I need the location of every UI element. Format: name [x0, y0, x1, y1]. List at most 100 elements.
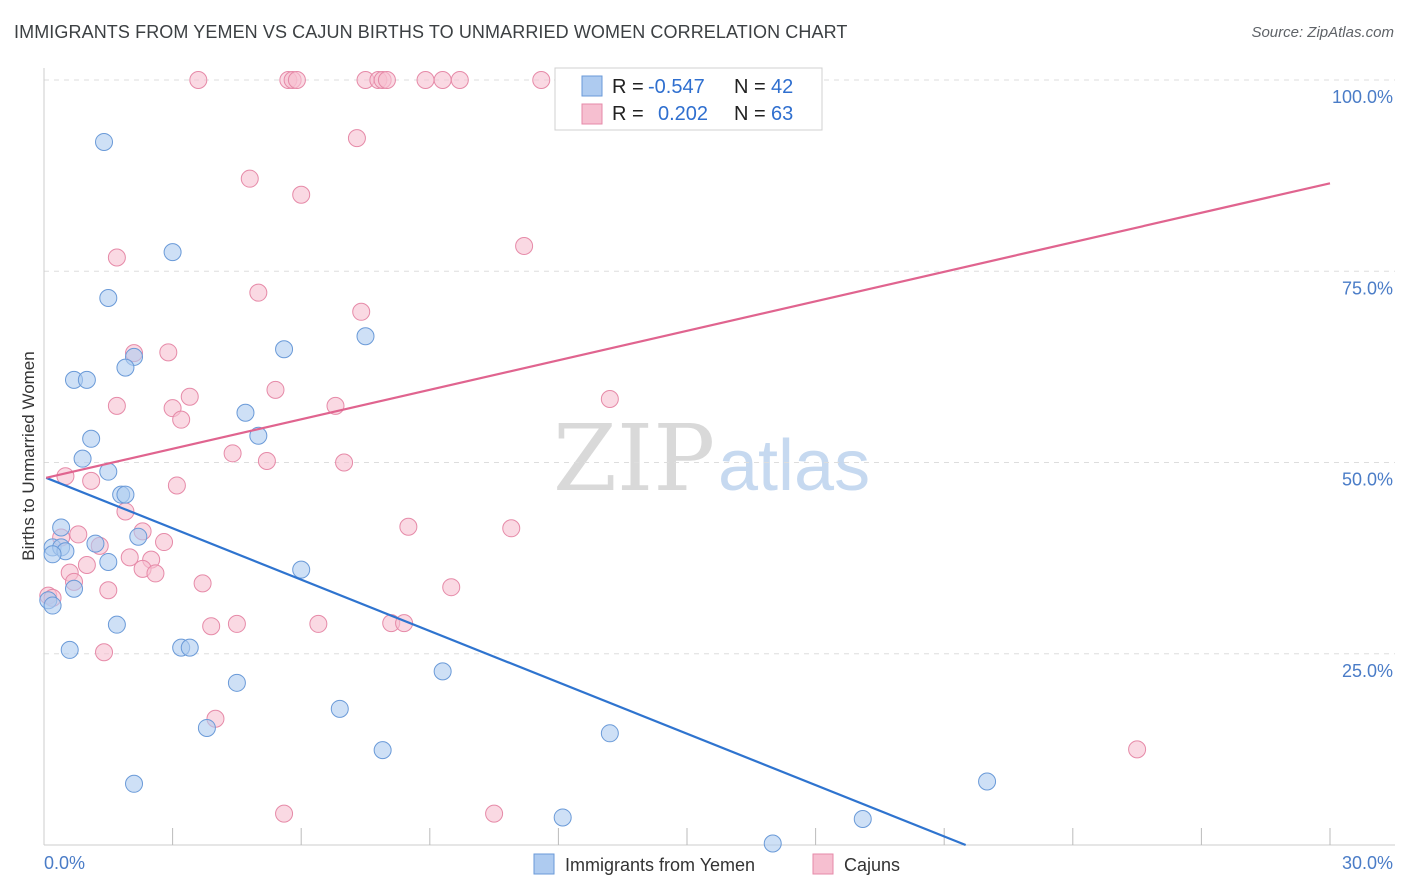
yemen-point-37 [600, 724, 619, 743]
watermark-zip: ZIP [553, 405, 715, 512]
cajuns-point-35 [399, 517, 418, 536]
y-tick-label-3: 25.0% [1342, 661, 1393, 681]
cajuns-point-18 [352, 302, 371, 321]
yemen-point-11 [82, 429, 101, 448]
cajuns-point-49 [193, 574, 212, 593]
cajuns-point-38 [69, 525, 88, 544]
yemen-point-12 [73, 449, 92, 468]
stats-n-label-yemen: N = [734, 76, 766, 98]
yemen-point-25 [65, 579, 84, 598]
cajuns-point-44 [77, 556, 96, 575]
yemen-point-16 [52, 518, 71, 537]
stats-n-value-yemen: 42 [771, 76, 793, 98]
cajuns-point-24 [107, 396, 126, 415]
yemen-point-31 [180, 638, 199, 657]
yemen-point-33 [227, 673, 246, 692]
cajuns-point-56 [309, 614, 328, 633]
cajuns-point-62 [275, 804, 294, 823]
yemen-point-1 [163, 243, 182, 262]
cajuns-point-42 [120, 548, 139, 567]
legend-label-cajuns: Cajuns [844, 855, 900, 875]
legend-swatch-yemen [533, 853, 555, 875]
yemen-point-3 [356, 327, 375, 346]
stats-swatch-cajuns [581, 103, 603, 125]
cajuns-point-29 [257, 451, 276, 470]
cajuns-point-10 [450, 71, 469, 89]
y-tick-label-2: 50.0% [1342, 470, 1393, 490]
cajuns-point-16 [107, 248, 126, 267]
yemen-point-15 [116, 485, 135, 504]
cajuns-point-20 [159, 343, 178, 362]
yemen-point-24 [292, 560, 311, 579]
stats-r-value-cajuns: 0.202 [658, 103, 708, 125]
cajuns-point-63 [485, 804, 504, 823]
yemen-point-38 [125, 774, 144, 793]
trend-line-cajuns [45, 182, 1331, 479]
yemen-point-2 [99, 289, 118, 308]
cajuns-point-3 [287, 71, 306, 89]
stats-r-label-cajuns: R = [612, 103, 644, 125]
trend-line-yemen [45, 476, 967, 847]
yemen-point-22 [43, 545, 62, 564]
y-tick-labels: 100.0% 75.0% 50.0% 25.0% [1332, 87, 1393, 681]
cajuns-point-23 [180, 387, 199, 406]
cajuns-point-32 [82, 471, 101, 490]
yemen-point-10 [249, 426, 268, 445]
stats-r-label-yemen: R = [612, 76, 644, 98]
cajuns-point-33 [167, 476, 186, 495]
cajuns-point-7 [377, 71, 396, 89]
yemen-point-18 [86, 534, 105, 553]
cajuns-point-26 [172, 410, 191, 429]
stats-n-label-cajuns: N = [734, 103, 766, 125]
chart-source: Source: ZipAtlas.com [1251, 24, 1394, 41]
legend-swatch-cajuns [812, 853, 834, 875]
cajuns-point-51 [99, 581, 118, 600]
y-axis-title: Births to Unmarried Women [19, 351, 38, 560]
cajuns-point-61 [1128, 740, 1147, 759]
yemen-point-41 [853, 809, 872, 828]
cajuns-point-13 [240, 169, 259, 188]
yemen-point-32 [433, 662, 452, 681]
series-legend: Immigrants from Yemen Cajuns [533, 853, 900, 875]
chart-title: IMMIGRANTS FROM YEMEN VS CAJUN BIRTHS TO… [14, 22, 848, 42]
x-tick-label-1: 30.0% [1342, 853, 1393, 873]
yemen-point-23 [99, 552, 118, 571]
cajuns-point-36 [502, 519, 521, 538]
cajuns-point-55 [227, 614, 246, 633]
cajuns-point-50 [442, 578, 461, 597]
yemen-point-39 [978, 772, 997, 791]
yemen-point-35 [197, 718, 216, 737]
stats-legend: R = -0.547 N = 42 R = 0.202 N = 63 [554, 67, 823, 131]
cajuns-point-11 [532, 71, 551, 89]
cajuns-point-30 [335, 453, 354, 472]
cajuns-point-14 [292, 185, 311, 204]
cajuns-point-59 [95, 643, 114, 662]
yemen-point-40 [553, 808, 572, 827]
yemen-point-36 [373, 741, 392, 760]
cajuns-point-12 [347, 129, 366, 148]
stats-swatch-yemen [581, 75, 603, 97]
y-tick-label-1: 75.0% [1342, 278, 1393, 298]
cajuns-point-8 [416, 71, 435, 89]
cajuns-point-47 [146, 564, 165, 583]
stats-n-value-cajuns: 63 [771, 103, 793, 125]
stats-r-value-yemen: -0.547 [648, 76, 705, 98]
legend-label-yemen: Immigrants from Yemen [565, 855, 755, 875]
cajuns-point-22 [600, 390, 619, 409]
cajuns-point-0 [189, 71, 208, 89]
yemen-point-0 [95, 132, 114, 151]
cajuns-point-15 [515, 237, 534, 256]
yemen-point-34 [330, 699, 349, 718]
yemen-point-6 [116, 358, 135, 377]
yemen-point-9 [236, 403, 255, 422]
cajuns-point-9 [433, 71, 452, 89]
y-tick-label-0: 100.0% [1332, 87, 1393, 107]
yemen-point-4 [275, 340, 294, 359]
cajuns-point-54 [202, 617, 221, 636]
cajuns-point-40 [155, 533, 174, 552]
x-tick-labels: 0.0% 30.0% [44, 853, 1393, 873]
yemen-point-28 [107, 615, 126, 634]
yemen-point-29 [60, 640, 79, 659]
cajuns-point-21 [266, 380, 285, 399]
